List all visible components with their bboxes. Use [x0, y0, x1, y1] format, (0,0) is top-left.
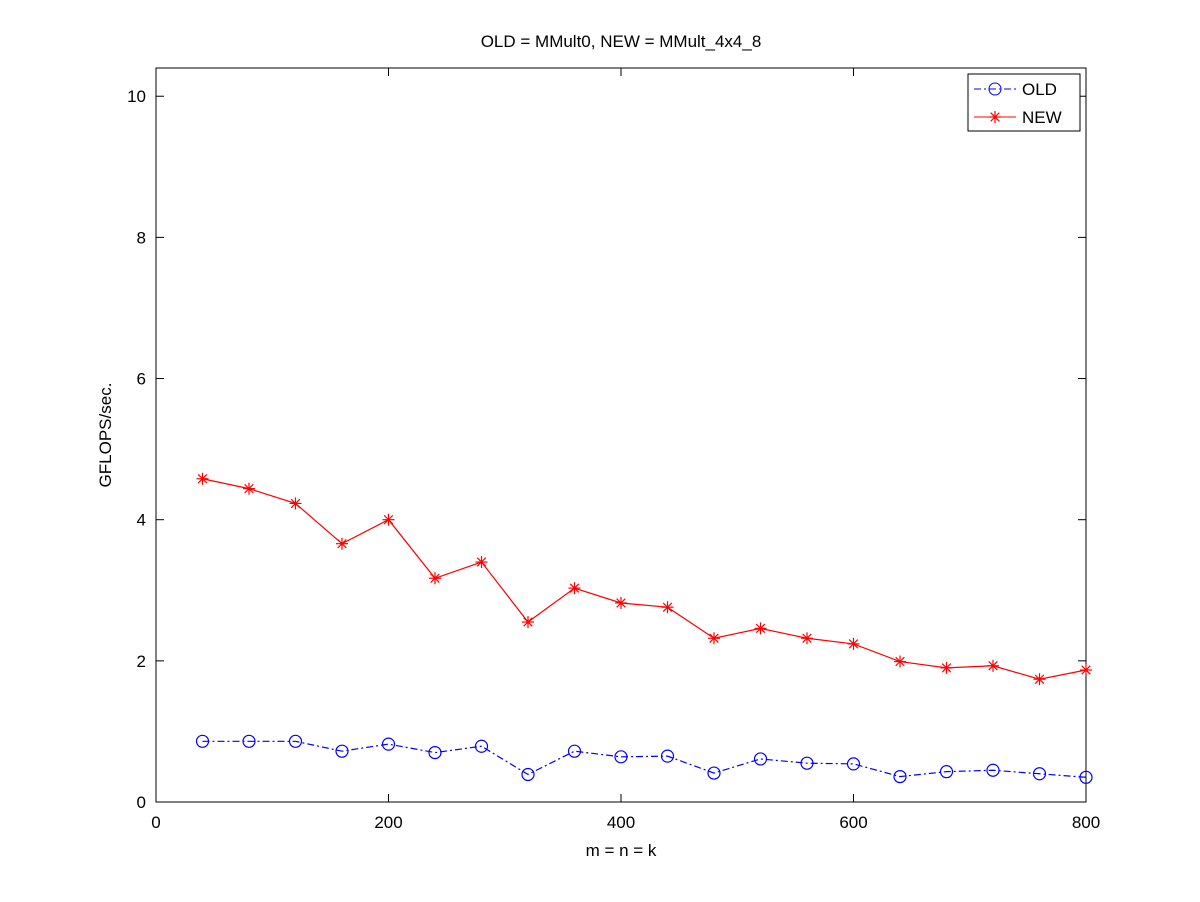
data-point-old [567, 744, 582, 758]
x-tick-label: 200 [374, 813, 402, 832]
legend-old-label: OLD [1022, 80, 1057, 99]
data-point-old [660, 749, 675, 763]
data-point-old [288, 734, 303, 748]
data-point-old [381, 737, 396, 751]
data-point-new [940, 661, 953, 674]
data-point-old [195, 734, 210, 748]
data-point-old [521, 767, 535, 782]
x-tick-label: 0 [151, 813, 160, 832]
legend-box [967, 73, 1081, 132]
data-point-new [429, 572, 441, 585]
data-point-new [289, 497, 302, 510]
data-point-old [614, 750, 628, 764]
data-point-new [336, 537, 348, 550]
series-line-new [202, 478, 1087, 680]
y-tick-label: 10 [127, 87, 146, 106]
data-point-old [800, 756, 814, 770]
data-point-new [801, 632, 813, 645]
data-point-new [754, 622, 767, 635]
series-layer [195, 472, 1093, 784]
y-tick-label: 0 [137, 793, 146, 812]
data-point-new [522, 616, 534, 629]
data-point-old [1079, 770, 1093, 784]
data-point-new [243, 482, 255, 495]
data-point-old [893, 769, 907, 784]
x-tick-label: 400 [607, 813, 635, 832]
data-point-old [939, 765, 954, 779]
data-point-new [615, 596, 627, 609]
legend-new-label: NEW [1022, 108, 1062, 127]
y-tick-label: 2 [137, 652, 146, 671]
data-point-new [568, 582, 581, 595]
data-point-old [707, 766, 721, 780]
data-point-old [1032, 767, 1047, 781]
data-point-old [753, 752, 768, 766]
data-point-new [475, 556, 488, 569]
data-point-new [661, 601, 674, 614]
data-point-old [846, 757, 861, 771]
data-point-new [1033, 673, 1046, 686]
data-point-new [1080, 664, 1092, 677]
plot-area [155, 67, 1087, 803]
data-point-new [708, 632, 720, 645]
data-point-new [987, 659, 999, 672]
axis-ticks: 0 200 400 600 800 0 2 4 6 8 10 [127, 68, 1100, 832]
legend-old-marker [988, 82, 1002, 96]
data-point-new [847, 637, 860, 650]
legend: OLD NEW [967, 73, 1081, 132]
y-tick-label: 4 [137, 511, 146, 530]
data-point-old [335, 744, 349, 758]
data-point-old [986, 763, 1000, 777]
data-point-old [474, 739, 489, 753]
x-tick-label: 600 [839, 813, 867, 832]
data-point-new [382, 513, 395, 526]
legend-new-marker [989, 111, 1001, 123]
x-axis-label: m = n = k [586, 841, 657, 860]
y-axis-label: GFLOPS/sec. [96, 383, 115, 488]
x-tick-label: 800 [1072, 813, 1100, 832]
data-point-old [242, 734, 256, 748]
data-point-new [196, 472, 209, 485]
data-point-new [894, 655, 906, 668]
legend-star-glyph [989, 111, 1001, 123]
y-tick-label: 8 [137, 228, 146, 247]
y-tick-label: 6 [137, 370, 146, 389]
data-point-old [428, 745, 442, 760]
chart-title: OLD = MMult0, NEW = MMult_4x4_8 [481, 32, 762, 51]
